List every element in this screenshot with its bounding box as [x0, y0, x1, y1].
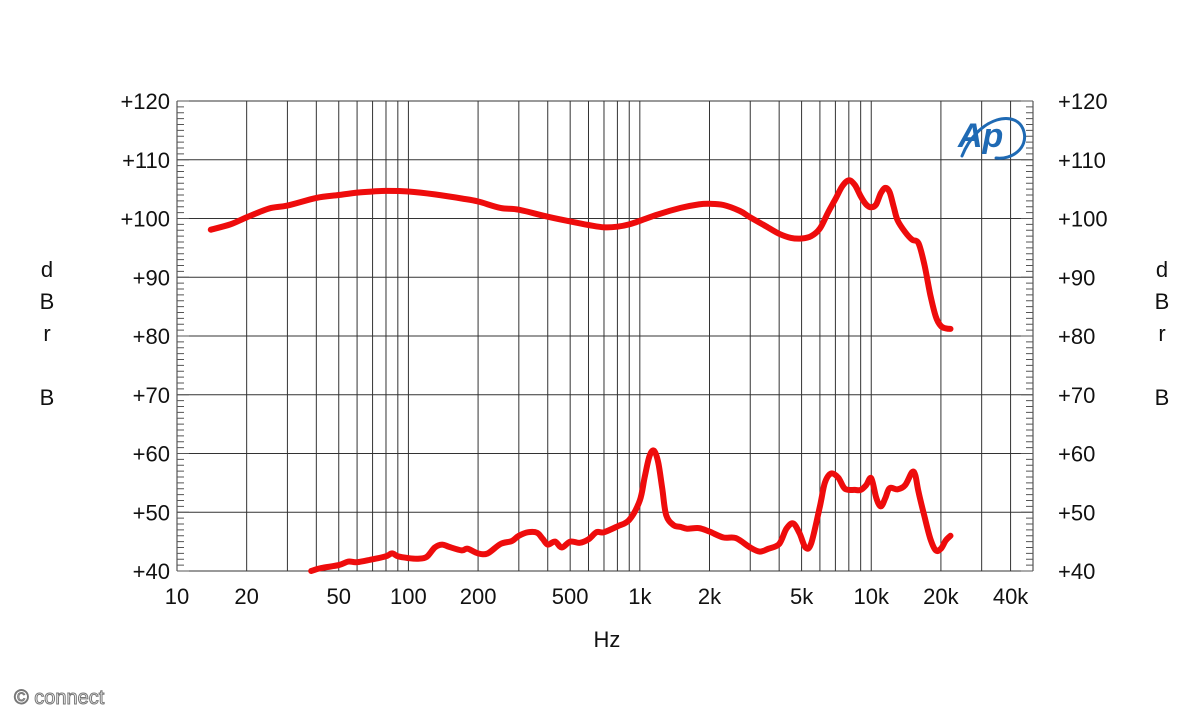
- y-axis-label-char: B: [39, 385, 55, 410]
- y-axis-label-char: r: [43, 321, 51, 346]
- axis-ticks: [177, 100, 1033, 572]
- y-tick-label-left: +40: [133, 559, 170, 584]
- y-axis-label-char: B: [39, 289, 55, 314]
- y-tick-label-left: +60: [133, 442, 170, 467]
- series-layer: [207, 177, 954, 574]
- y-tick-label-right: +70: [1058, 383, 1095, 408]
- y-tick-label-left: +100: [120, 207, 170, 232]
- y-tick-label-right: +60: [1058, 442, 1095, 467]
- y-tick-label-right: +90: [1058, 265, 1095, 290]
- x-tick-label: 2k: [698, 584, 722, 609]
- x-tick-label: 10k: [854, 584, 890, 609]
- grid: [176, 100, 1034, 572]
- y-tick-label-right: +40: [1058, 559, 1095, 584]
- x-tick-label: 100: [390, 584, 427, 609]
- y-tick-label-left: +70: [133, 383, 170, 408]
- y-axis-label-char: d: [1155, 257, 1169, 282]
- y-axis-label-char: [1147, 350, 1177, 382]
- y-tick-label-right: +100: [1058, 207, 1108, 232]
- y-tick-label-left: +90: [133, 265, 170, 290]
- y-tick-label-left: +110: [122, 148, 170, 173]
- y-axis-label-right: d B r B: [1147, 254, 1177, 414]
- x-tick-label: 200: [460, 584, 497, 609]
- y-tick-label-right: +110: [1058, 148, 1106, 173]
- y-tick-label-right: +80: [1058, 324, 1095, 349]
- x-axis-label: Hz: [594, 627, 621, 652]
- x-tick-label: 10: [165, 584, 189, 609]
- y-axis-label-char: B: [1154, 385, 1170, 410]
- x-tick-label: 50: [327, 584, 351, 609]
- copyright-watermark: © connect: [13, 687, 105, 710]
- logo-text: Ap: [957, 117, 1003, 155]
- y-tick-label-left: +50: [133, 500, 170, 525]
- tick-labels: +40 +40 +50 +50 +60 +60 +70 +70 +80 +80 +90 +90 +100…: [120, 89, 1107, 652]
- y-tick-label-right: +120: [1058, 89, 1108, 114]
- y-axis-label-char: [32, 350, 62, 382]
- y-tick-label-left: +120: [120, 89, 170, 114]
- y-axis-label-char: d: [40, 257, 54, 282]
- y-axis-label-char: r: [1158, 321, 1166, 346]
- x-tick-label: 5k: [790, 584, 814, 609]
- ap-logo-icon: Ap: [957, 117, 1027, 160]
- x-tick-label: 500: [552, 584, 589, 609]
- x-tick-label: 1k: [628, 584, 652, 609]
- series-line-2: [308, 447, 954, 574]
- series-line-1: [207, 177, 954, 332]
- x-tick-label: 20: [234, 584, 258, 609]
- y-axis-label-left: d B r B: [32, 254, 62, 414]
- x-tick-label: 40k: [993, 584, 1029, 609]
- x-tick-label: 20k: [923, 584, 959, 609]
- y-axis-label-char: B: [1154, 289, 1170, 314]
- y-tick-label-right: +50: [1058, 500, 1095, 525]
- y-tick-label-left: +80: [133, 324, 170, 349]
